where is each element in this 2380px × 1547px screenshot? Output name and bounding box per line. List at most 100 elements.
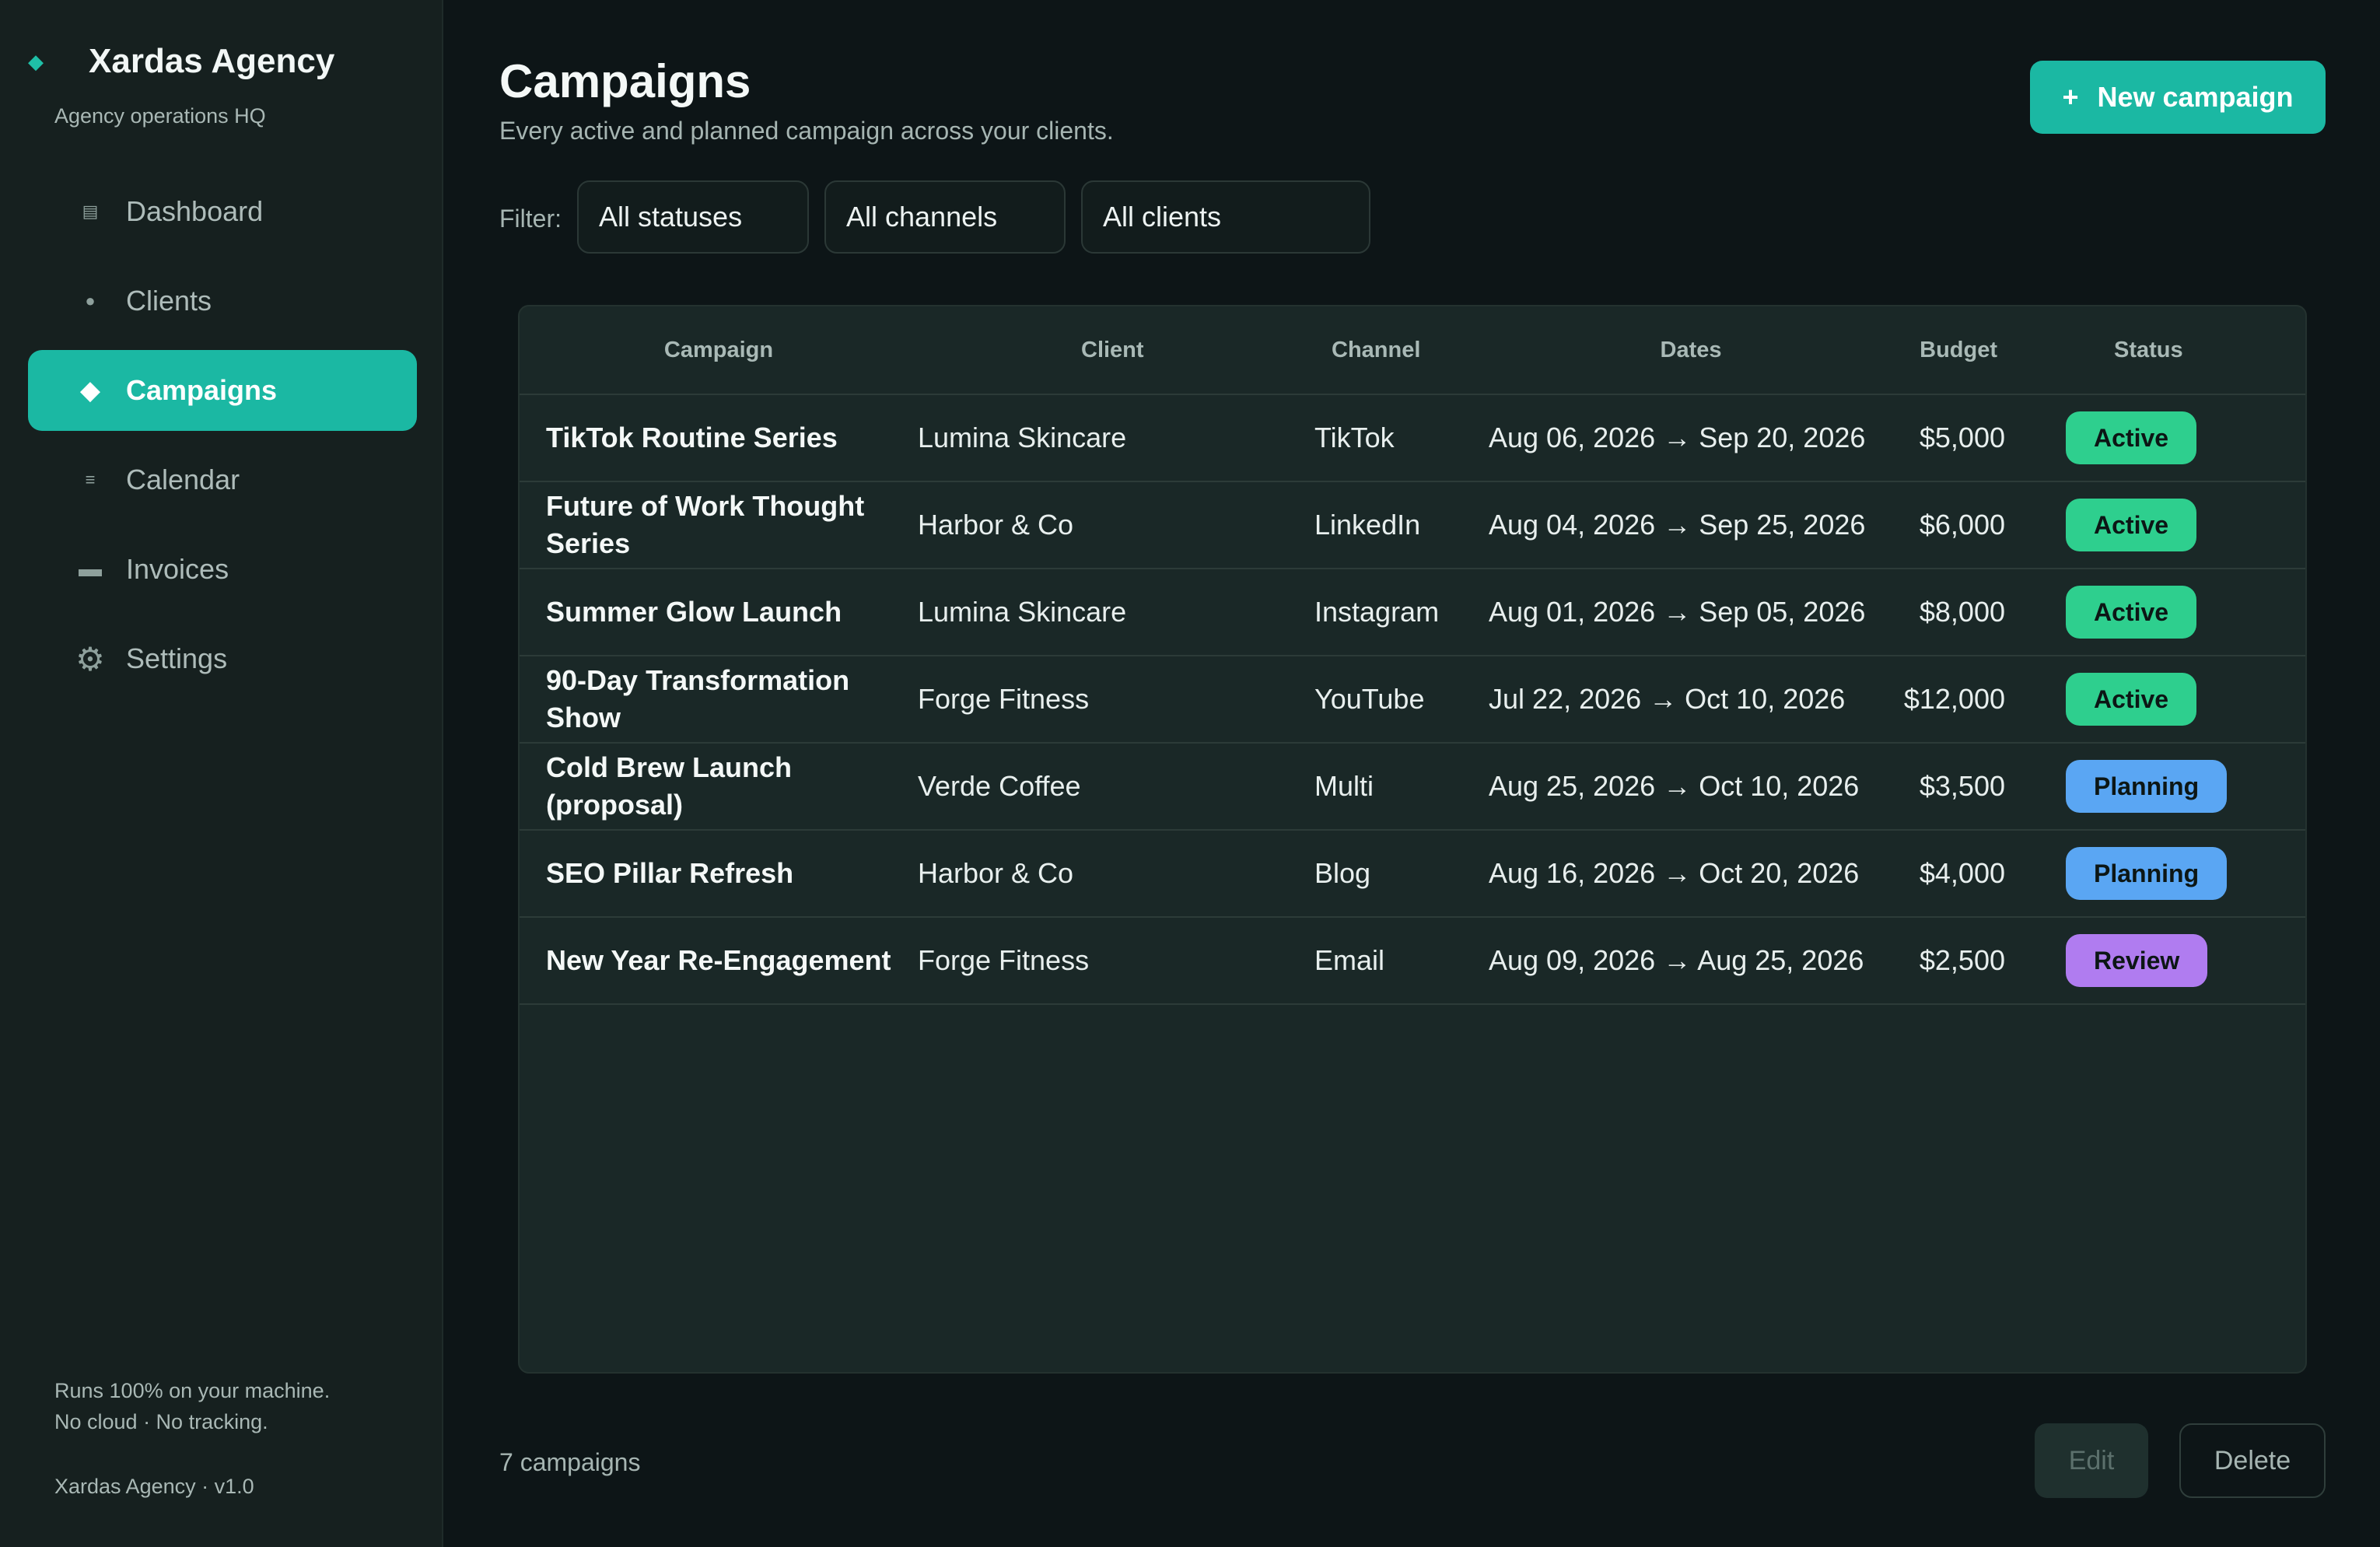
status-badge: Active — [2066, 673, 2197, 726]
table-row[interactable]: SEO Pillar Refresh Harbor & Co Blog Aug 16,… — [520, 831, 2305, 918]
status-cell: Planning — [2005, 847, 2293, 900]
column-header-channel[interactable]: Channel — [1332, 337, 1421, 362]
campaign-name-cell: 90-Day Transformation Show — [546, 664, 850, 733]
brand-subtitle: Agency operations HQ — [54, 104, 266, 128]
privacy-note: No cloud · No tracking. — [54, 1410, 268, 1433]
sidebar-item-invoices[interactable]: ▬ Invoices — [28, 529, 417, 610]
page-subtitle: Every active and planned campaign across… — [499, 117, 1114, 145]
table-row[interactable]: Future of Work Thought Series Harbor & Co… — [520, 482, 2305, 569]
sidebar-item-settings[interactable]: ⚙ Settings — [28, 618, 417, 699]
client-filter-select[interactable]: All clients — [1081, 180, 1370, 254]
budget-cell: $4,000 — [1919, 857, 2005, 889]
status-badge: Active — [2066, 411, 2197, 464]
client-cell: Lumina Skincare — [918, 422, 1127, 453]
status-cell: Active — [2005, 499, 2293, 551]
table-row[interactable]: Cold Brew Launch (proposal) Verde Coffee M… — [520, 744, 2305, 831]
channel-cell: Blog — [1314, 857, 1371, 889]
column-header-campaign[interactable]: Campaign — [663, 337, 774, 362]
sidebar: ◆ Xardas Agency Agency operations HQ ▤ D… — [0, 0, 443, 1547]
budget-cell: $8,000 — [1919, 596, 2005, 628]
status-filter-value: All statuses — [599, 201, 743, 233]
table-body: TikTok Routine Series Lumina Skincare TikT… — [520, 395, 2305, 1005]
sidebar-nav: ▤ Dashboard ● Clients ◆ Campaigns ≡ Cale… — [28, 171, 417, 708]
new-campaign-button[interactable]: + New campaign — [2030, 61, 2326, 134]
sidebar-item-label: Calendar — [126, 464, 240, 495]
sidebar-item-dashboard[interactable]: ▤ Dashboard — [28, 171, 417, 252]
dates-cell: Aug 09, 2026 → Aug 25, 2026 — [1489, 944, 1864, 976]
client-cell: Forge Fitness — [918, 944, 1090, 976]
sidebar-item-clients[interactable]: ● Clients — [28, 261, 417, 341]
client-cell: Verde Coffee — [918, 770, 1081, 802]
main-content: Campaigns Every active and planned campa… — [443, 0, 2380, 1547]
filter-label: Filter: — [499, 205, 562, 233]
dates-cell: Aug 01, 2026 → Sep 05, 2026 — [1489, 596, 1866, 628]
status-badge: Planning — [2066, 760, 2228, 813]
budget-cell: $12,000 — [1903, 683, 2005, 715]
edit-button[interactable]: Edit — [2035, 1423, 2148, 1498]
sidebar-item-label: Dashboard — [126, 195, 264, 227]
gear-icon: ⚙ — [75, 640, 105, 677]
budget-cell: $6,000 — [1919, 509, 2005, 541]
budget-cell: $3,500 — [1919, 770, 2005, 802]
client-cell: Lumina Skincare — [918, 596, 1127, 628]
column-header-budget[interactable]: Budget — [1920, 337, 1997, 362]
budget-cell: $5,000 — [1919, 422, 2005, 453]
dates-cell: Aug 06, 2026 → Sep 20, 2026 — [1489, 422, 1866, 453]
status-cell: Active — [2005, 586, 2293, 639]
plus-icon: + — [2062, 81, 2079, 113]
diamond-icon: ◆ — [28, 49, 44, 73]
channel-cell: Instagram — [1314, 596, 1440, 628]
privacy-note: Runs 100% on your machine. — [54, 1379, 331, 1402]
status-badge: Active — [2066, 586, 2197, 639]
dates-cell: Jul 22, 2026 → Oct 10, 2026 — [1489, 683, 1846, 715]
sidebar-item-campaigns[interactable]: ◆ Campaigns — [28, 350, 417, 431]
channel-filter-value: All channels — [846, 201, 998, 233]
status-filter-select[interactable]: All statuses — [577, 180, 809, 254]
sidebar-item-label: Campaigns — [126, 374, 278, 406]
page-title: Campaigns — [499, 55, 751, 107]
clients-icon: ● — [85, 291, 96, 310]
column-header-dates[interactable]: Dates — [1660, 337, 1722, 362]
campaign-name-cell: Summer Glow Launch — [546, 596, 842, 628]
status-cell: Review — [2005, 934, 2293, 987]
sidebar-item-label: Invoices — [126, 553, 229, 585]
status-cell: Active — [2005, 411, 2293, 464]
dates-cell: Aug 25, 2026 → Oct 10, 2026 — [1489, 770, 1860, 802]
campaign-name-cell: Cold Brew Launch (proposal) — [546, 751, 793, 821]
client-cell: Forge Fitness — [918, 683, 1090, 715]
new-campaign-label: New campaign — [2097, 81, 2294, 113]
status-badge: Review — [2066, 934, 2208, 987]
sidebar-item-calendar[interactable]: ≡ Calendar — [28, 439, 417, 520]
brand: ◆ Xardas Agency — [28, 42, 334, 81]
delete-button[interactable]: Delete — [2179, 1423, 2326, 1498]
dates-cell: Aug 04, 2026 → Sep 25, 2026 — [1489, 509, 1866, 541]
app-version: Xardas Agency · v1.0 — [54, 1475, 254, 1498]
status-badge: Active — [2066, 499, 2197, 551]
status-badge: Planning — [2066, 847, 2228, 900]
client-filter-value: All clients — [1103, 201, 1222, 233]
campaign-name-cell: SEO Pillar Refresh — [546, 857, 794, 889]
table-row[interactable]: TikTok Routine Series Lumina Skincare TikT… — [520, 395, 2305, 482]
table-row[interactable]: Summer Glow Launch Lumina Skincare Instagr… — [520, 569, 2305, 656]
dashboard-icon: ▤ — [82, 201, 99, 221]
channel-filter-select[interactable]: All channels — [824, 180, 1066, 254]
status-cell: Active — [2005, 673, 2293, 726]
campaign-name-cell: TikTok Routine Series — [546, 422, 838, 453]
table-row[interactable]: 90-Day Transformation Show Forge Fitness Y… — [520, 656, 2305, 744]
channel-cell: LinkedIn — [1314, 509, 1421, 541]
campaign-name-cell: Future of Work Thought Series — [546, 490, 865, 559]
channel-cell: Email — [1314, 944, 1385, 976]
budget-cell: $2,500 — [1919, 944, 2005, 976]
sidebar-footer-note: Runs 100% on your machine. No cloud · No… — [54, 1375, 330, 1437]
table-header: Campaign Client Channel Dates Budget Sta… — [520, 306, 2305, 395]
sidebar-item-label: Settings — [126, 642, 228, 674]
table-row[interactable]: New Year Re-Engagement Forge Fitness Email… — [520, 918, 2305, 1005]
campaigns-icon: ◆ — [79, 376, 101, 405]
column-header-status[interactable]: Status — [2114, 337, 2183, 362]
status-cell: Planning — [2005, 760, 2293, 813]
calendar-icon: ≡ — [85, 470, 96, 489]
invoices-icon: ▬ — [79, 556, 102, 582]
column-header-client[interactable]: Client — [1081, 337, 1144, 362]
client-cell: Harbor & Co — [918, 857, 1074, 889]
channel-cell: YouTube — [1314, 683, 1425, 715]
